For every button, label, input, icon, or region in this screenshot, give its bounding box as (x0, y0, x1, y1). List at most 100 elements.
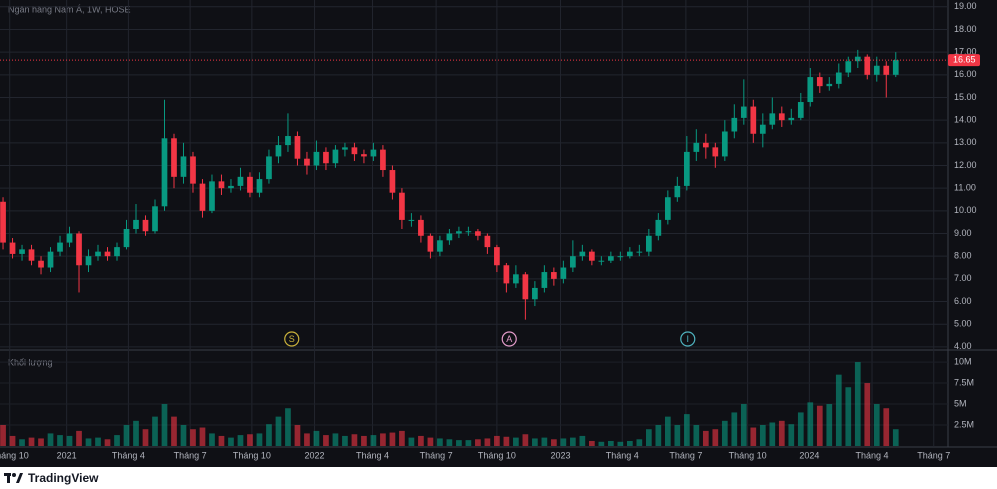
candle-body (370, 149, 377, 157)
volume-bar (180, 425, 187, 446)
candle-body (76, 233, 82, 266)
logo (4, 473, 23, 483)
volume-bar (503, 436, 510, 446)
candle-body (218, 181, 225, 189)
volume-bar (835, 374, 842, 446)
volume-bar (370, 435, 377, 446)
last-price-box (948, 54, 980, 67)
volume-bar (750, 427, 757, 446)
candle-body (247, 176, 253, 193)
candle-body (114, 247, 120, 257)
candle-body (256, 179, 263, 193)
volume-bar (28, 437, 35, 446)
volume-bar (256, 433, 263, 446)
candle-body (835, 72, 842, 84)
volume-bar (114, 435, 120, 446)
y-tick-label: 5.00 (954, 319, 972, 329)
volume-bar (133, 420, 139, 446)
candle-body (816, 77, 823, 87)
candle-body (560, 267, 567, 279)
candle-body (864, 56, 871, 75)
candle-body (807, 77, 814, 103)
volume-bar (826, 404, 833, 446)
candle-body (408, 219, 415, 221)
y-tick-label: 5M (954, 398, 967, 408)
x-tick-label: Tháng 4 (356, 450, 389, 460)
volume-bar (380, 433, 386, 446)
volume-bar (617, 441, 624, 446)
volume-bar (247, 434, 253, 446)
volume-bar (522, 434, 529, 446)
volume-bar (351, 434, 358, 446)
volume-bar (883, 408, 890, 446)
volume-bar (579, 435, 586, 446)
candle-body (873, 65, 880, 75)
volume-bar (0, 425, 6, 446)
candle-body (522, 274, 529, 300)
candle-body (161, 138, 168, 207)
y-tick-label: 17.00 (954, 47, 977, 57)
volume-bar (541, 437, 548, 446)
candle-body (57, 242, 63, 252)
candle-body (731, 117, 738, 132)
volume-bar (190, 429, 196, 446)
candle-body (503, 265, 510, 284)
candle-body (427, 235, 434, 252)
x-tick-label: Tháng 4 (112, 450, 145, 460)
candle-body (332, 149, 339, 164)
volume-bar (589, 440, 595, 446)
candle-body (361, 154, 367, 157)
volume-bar (845, 387, 852, 446)
volume-bar (199, 427, 206, 446)
event-label: S (289, 334, 295, 344)
footer: TradingView (0, 467, 997, 489)
volume-bar (389, 432, 396, 446)
candle-body (399, 192, 405, 220)
event-marker (680, 331, 696, 347)
candle-body (854, 56, 861, 62)
x-tick-label: Tháng 10 (729, 450, 767, 460)
x-tick-label: Tháng 7 (174, 450, 207, 460)
candle-body (285, 136, 291, 146)
volume-bar (9, 435, 16, 446)
candle-body (199, 183, 206, 211)
candle-body (475, 231, 481, 236)
candle-body (551, 272, 557, 279)
candle-body (323, 151, 329, 164)
volume-bar (237, 435, 244, 446)
y-tick-label: 9.00 (954, 228, 972, 238)
volume-bar (313, 430, 320, 446)
event-marker (501, 331, 517, 347)
volume-bar (19, 439, 25, 446)
candle-body (513, 274, 519, 284)
candle-body (85, 256, 92, 266)
y-tick-label: 7.5M (954, 377, 974, 387)
x-tick-label: Tháng 10 (478, 450, 516, 460)
volume-bar (864, 383, 871, 446)
volume-bar (807, 402, 814, 446)
candle-body (484, 235, 491, 248)
candle-body (304, 158, 310, 166)
candle-body (721, 131, 728, 157)
candle-body (28, 249, 35, 261)
volume-bar (266, 424, 272, 446)
x-tick-label: 2021 (57, 450, 77, 460)
candle-body (190, 156, 196, 184)
candle-body (38, 260, 44, 268)
volume-bar (721, 420, 728, 446)
candle-body (598, 260, 605, 262)
volume-bar (674, 425, 681, 446)
x-tick-label: 2022 (305, 450, 325, 460)
x-tick-label: 2024 (799, 450, 819, 460)
volume-bar (152, 416, 158, 446)
candle-body (655, 219, 662, 236)
x-tick-label: Tháng 7 (917, 450, 950, 460)
candle-body (702, 142, 709, 148)
candle-body (494, 247, 500, 266)
volume-bar (294, 425, 301, 446)
y-tick-label: 8.00 (954, 251, 972, 261)
volume-bar (598, 441, 605, 446)
y-tick-label: 10.00 (954, 205, 977, 215)
candle-body (617, 256, 624, 258)
volume-bar (209, 433, 215, 446)
